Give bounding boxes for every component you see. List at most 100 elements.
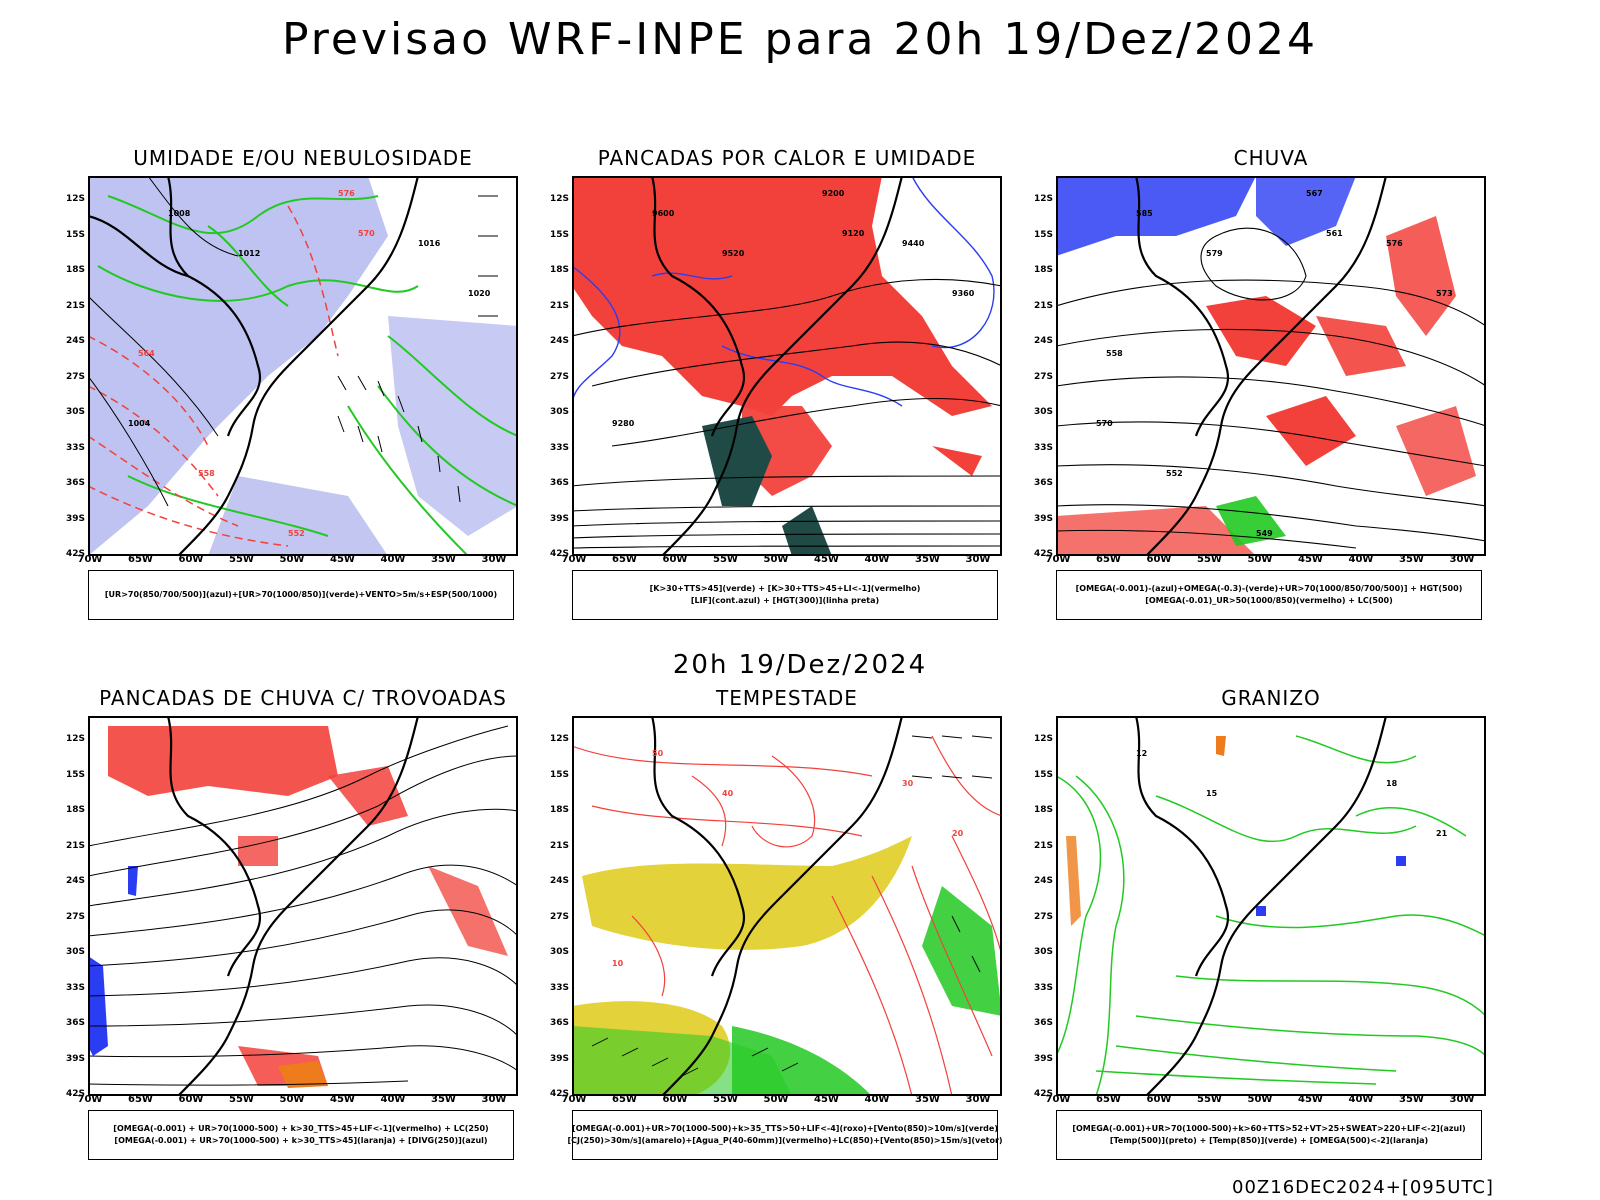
lat-tick-label: 15S	[1033, 229, 1053, 240]
lat-tick-label: 15S	[65, 769, 85, 780]
lon-tick-label: 55W	[229, 554, 254, 565]
lon-tick-label: 60W	[1146, 554, 1172, 565]
contour-label: 552	[288, 529, 305, 538]
legend-line: [OMEGA(-0.001)-(azul)+OMEGA(-0.3)-(verde…	[1075, 584, 1463, 593]
lon-tick-label: 50W	[279, 554, 305, 565]
lat-tick-label: 30S	[549, 947, 569, 957]
map-frame	[1056, 176, 1486, 556]
lon-tick-label: 50W	[763, 554, 789, 565]
contour-label: 1008	[168, 209, 191, 218]
map-frame	[572, 716, 1002, 1096]
model-run-stamp: 00Z16DEC2024+[095UTC]	[1232, 1177, 1494, 1198]
lon-tick-label: 70W	[1045, 1094, 1071, 1105]
lon-tick-label: 65W	[128, 1094, 153, 1105]
contour-label: 567	[1306, 189, 1323, 198]
lat-tick-label: 42S	[65, 549, 85, 559]
map-svg: 9600 9520 9440 9360 9280 9200 9120	[572, 176, 1002, 556]
contour-label: 573	[1436, 289, 1453, 298]
lat-tick-label: 27S	[1033, 911, 1053, 922]
lat-tick-label: 24S	[1033, 876, 1053, 886]
lat-tick-label: 42S	[1033, 549, 1053, 559]
lon-tick-label: 45W	[1298, 1094, 1323, 1105]
lat-tick-label: 36S	[1033, 478, 1053, 488]
lon-tick-label: 50W	[279, 1094, 305, 1105]
lon-tick-label: 30W	[1449, 1094, 1475, 1105]
lon-tick-label: 45W	[330, 554, 355, 565]
lat-tick-label: 42S	[549, 1089, 569, 1099]
lat-tick-label: 12S	[1033, 734, 1053, 744]
lat-tick-label: 12S	[65, 194, 85, 204]
map-trovoadas: 12S 15S 18S 21S 24S 27S 30S 33S 36S 39S 42S 70W 65W 6…	[66, 716, 518, 1105]
contour-label: 558	[1106, 349, 1123, 358]
panel-title: GRANIZO	[1221, 686, 1321, 710]
legend-line: [UR>70(850/700/500)](azul)+[UR>70(1000/8…	[104, 590, 498, 599]
legend-line: [LIF](cont.azul) + [HGT(300)](linha pret…	[690, 596, 880, 605]
page-title: Previsao WRF-INPE para 20h 19/Dez/2024	[282, 14, 1318, 65]
panel-pancadas-calor: PANCADAS POR CALOR E UMIDADE	[550, 146, 1062, 620]
legend-line: [OMEGA(-0.001) + UR>70(1000-500) + k>30_…	[113, 1124, 489, 1133]
lon-tick-label: 50W	[1247, 554, 1273, 565]
lat-tick-label: 27S	[1033, 371, 1053, 382]
panel-title: PANCADAS POR CALOR E UMIDADE	[597, 146, 977, 170]
lat-tick-label: 42S	[65, 1089, 85, 1099]
lon-tick-label: 35W	[1399, 554, 1424, 565]
legend-line: [OMEGA(-0.001)+UR>70(1000-500)+k>60+TTS>…	[1072, 1124, 1466, 1133]
legend-pancadas-calor: [K>30+TTS>45](verde) + [K>30+TTS>45+LI<-…	[572, 570, 998, 620]
contour-label: 9200	[822, 189, 845, 198]
lat-tick-label: 33S	[1033, 982, 1053, 993]
lat-tick-label: 24S	[65, 876, 85, 886]
lon-tick-label: 60W	[178, 1094, 204, 1105]
panel-trovoadas: PANCADAS DE CHUVA C/ TROVOADAS	[66, 686, 578, 1160]
lon-tick-label: 55W	[713, 1094, 738, 1105]
lon-tick-label: 60W	[178, 554, 204, 565]
lon-tick-label: 45W	[330, 1094, 355, 1105]
map-pancadas-calor: 9600 9520 9440 9360 9280 9200 9120 12S 15S 18S 21…	[550, 176, 1002, 565]
lon-tick-label: 40W	[380, 554, 406, 565]
mid-date: 20h 19/Dez/2024	[672, 650, 928, 680]
panel-title: UMIDADE E/OU NEBULOSIDADE	[133, 146, 473, 170]
legend-chuva: [OMEGA(-0.001)-(azul)+OMEGA(-0.3)-(verde…	[1056, 570, 1482, 620]
panel-granizo: GRANIZO	[1034, 686, 1546, 1160]
lon-tick-label: 60W	[1146, 1094, 1172, 1105]
lat-tick-label: 18S	[549, 265, 569, 275]
lat-tick-label: 18S	[65, 265, 85, 275]
lon-tick-label: 60W	[662, 554, 688, 565]
lat-tick-label: 24S	[1033, 336, 1053, 346]
lon-tick-label: 50W	[1247, 1094, 1273, 1105]
lat-tick-label: 39S	[1033, 1053, 1053, 1064]
lon-tick-label: 65W	[1096, 1094, 1121, 1105]
lon-tick-label: 40W	[380, 1094, 406, 1105]
contour-label: 15	[1206, 789, 1218, 798]
lat-tick-label: 39S	[1033, 513, 1053, 524]
map-chuva: 585 579 576 573 570 567 561 558 552 549 12S 15S 18S…	[1034, 176, 1486, 565]
contour-label: 9600	[652, 209, 675, 218]
lat-tick-label: 39S	[549, 1053, 569, 1064]
lon-tick-label: 30W	[481, 1094, 507, 1105]
map-tempestade: 50 40 30 20 10 12S 15S 18S 21S 24S 27S 30S 33S 36S 39…	[550, 716, 1002, 1105]
lat-tick-label: 12S	[1033, 194, 1053, 204]
lon-tick-label: 70W	[77, 1094, 103, 1105]
lat-tick-label: 33S	[65, 982, 85, 993]
map-svg: 12 15 18 21	[1056, 716, 1486, 1096]
lat-tick-label: 24S	[549, 336, 569, 346]
panel-title: PANCADAS DE CHUVA C/ TROVOADAS	[99, 686, 507, 710]
map-granizo: 12 15 18 21 12S 15S 18S 21S 24S 27S 30S 33S 36S 39S 4…	[1034, 716, 1486, 1105]
legend-line: [OMEGA(-0.01)_UR>50(1000/850)(vermelho) …	[1145, 596, 1393, 605]
lat-tick-label: 30S	[549, 407, 569, 417]
lon-tick-label: 55W	[713, 554, 738, 565]
lat-tick-label: 36S	[65, 1018, 85, 1028]
lat-tick-label: 27S	[65, 371, 85, 382]
contour-label: 576	[338, 189, 355, 198]
lon-tick-label: 30W	[1449, 554, 1475, 565]
panel-tempestade: TEMPESTADE	[550, 686, 1062, 1160]
lat-tick-label: 18S	[65, 805, 85, 815]
lat-tick-label: 27S	[549, 371, 569, 382]
lat-tick-label: 18S	[549, 805, 569, 815]
legend-line: [OMEGA(-0.001) + UR>70(1000-500) + k>30_…	[114, 1136, 488, 1145]
lat-tick-label: 24S	[549, 876, 569, 886]
lon-tick-label: 35W	[915, 1094, 940, 1105]
contour-label: 9440	[902, 239, 925, 248]
contour-label: 9520	[722, 249, 745, 258]
legend-line: [OMEGA(-0.001)+UR>70(1000-500)+k>35_TTS>…	[572, 1124, 998, 1133]
map-frame	[572, 176, 1002, 556]
